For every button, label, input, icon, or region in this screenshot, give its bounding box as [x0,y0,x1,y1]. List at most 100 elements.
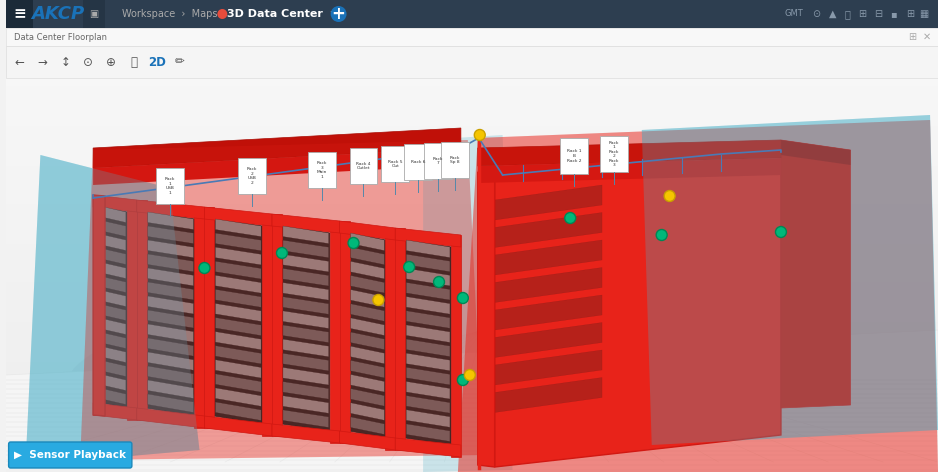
Polygon shape [406,325,450,343]
FancyBboxPatch shape [350,148,377,184]
Polygon shape [477,158,781,183]
Circle shape [433,277,445,287]
Polygon shape [216,261,261,279]
Polygon shape [216,247,261,265]
Polygon shape [25,155,200,465]
Polygon shape [283,269,328,286]
Polygon shape [272,424,340,443]
Polygon shape [216,318,261,336]
Text: 2D: 2D [148,56,166,68]
Circle shape [373,295,384,305]
Polygon shape [104,375,126,390]
Polygon shape [104,277,126,293]
Text: ←: ← [15,56,24,68]
Polygon shape [351,276,385,293]
Circle shape [464,370,476,380]
Polygon shape [477,172,494,467]
Polygon shape [148,282,193,300]
Polygon shape [351,261,385,279]
Polygon shape [340,221,350,443]
Bar [6,46,938,78]
FancyBboxPatch shape [441,142,469,178]
Polygon shape [340,431,395,450]
Polygon shape [282,226,329,431]
Text: Rack
7: Rack 7 [432,157,443,165]
Polygon shape [494,322,602,357]
Polygon shape [104,263,126,278]
Polygon shape [148,338,193,356]
Bar [6,0,938,28]
Text: 🔒: 🔒 [130,56,137,68]
Circle shape [458,293,468,303]
Polygon shape [104,221,126,236]
Polygon shape [406,296,450,314]
Text: ▪: ▪ [890,9,897,19]
Circle shape [657,229,667,241]
Polygon shape [405,240,451,445]
Text: Rack
1
Rack
2
Rack
3: Rack 1 Rack 2 Rack 3 [609,141,619,168]
Text: ⊞: ⊞ [906,9,915,19]
Polygon shape [283,297,328,314]
Polygon shape [351,289,385,307]
Polygon shape [283,226,328,244]
Polygon shape [351,360,385,378]
Circle shape [776,227,786,237]
Polygon shape [148,296,193,314]
Polygon shape [406,240,450,258]
Polygon shape [216,346,261,364]
Text: ✕: ✕ [923,32,931,42]
Polygon shape [93,195,103,415]
Polygon shape [406,367,450,385]
Polygon shape [148,226,193,244]
Polygon shape [395,228,405,450]
Polygon shape [642,115,938,445]
Polygon shape [283,396,328,413]
Polygon shape [386,228,395,450]
Polygon shape [406,424,450,441]
Polygon shape [351,346,385,364]
Text: ⊕: ⊕ [106,56,116,68]
Bar [6,28,938,46]
Polygon shape [216,219,261,236]
Text: ▣: ▣ [89,9,98,19]
Text: +: + [332,5,345,23]
Polygon shape [93,128,461,168]
Text: Rack
3
Main
1: Rack 3 Main 1 [316,161,327,179]
Polygon shape [340,221,395,240]
Polygon shape [262,214,272,436]
Polygon shape [406,381,450,399]
Polygon shape [148,212,193,229]
Polygon shape [494,268,602,303]
Polygon shape [350,233,386,438]
Polygon shape [283,311,328,329]
FancyBboxPatch shape [600,136,628,172]
Polygon shape [104,235,126,251]
Polygon shape [148,352,193,370]
Ellipse shape [65,290,879,472]
Polygon shape [216,303,261,321]
Polygon shape [458,120,938,472]
Polygon shape [781,140,851,165]
Polygon shape [104,207,126,222]
Polygon shape [204,207,215,428]
Polygon shape [148,394,193,413]
Polygon shape [216,374,261,392]
Text: ▶  Sensor Playback: ▶ Sensor Playback [14,450,127,460]
Text: ✏: ✏ [174,56,185,68]
Polygon shape [406,396,450,413]
Polygon shape [103,207,127,408]
Polygon shape [148,268,193,286]
Polygon shape [494,185,602,220]
Text: ▦: ▦ [919,9,929,19]
Polygon shape [215,219,262,424]
Polygon shape [781,140,851,408]
Polygon shape [148,324,193,342]
FancyBboxPatch shape [8,442,132,468]
Text: 3D Data Center  ▾: 3D Data Center ▾ [227,9,337,19]
Text: Rack
1
USB
1: Rack 1 USB 1 [164,177,174,195]
Polygon shape [477,140,781,166]
Polygon shape [406,311,450,329]
FancyBboxPatch shape [238,158,266,194]
Polygon shape [146,212,194,416]
Polygon shape [395,438,461,457]
